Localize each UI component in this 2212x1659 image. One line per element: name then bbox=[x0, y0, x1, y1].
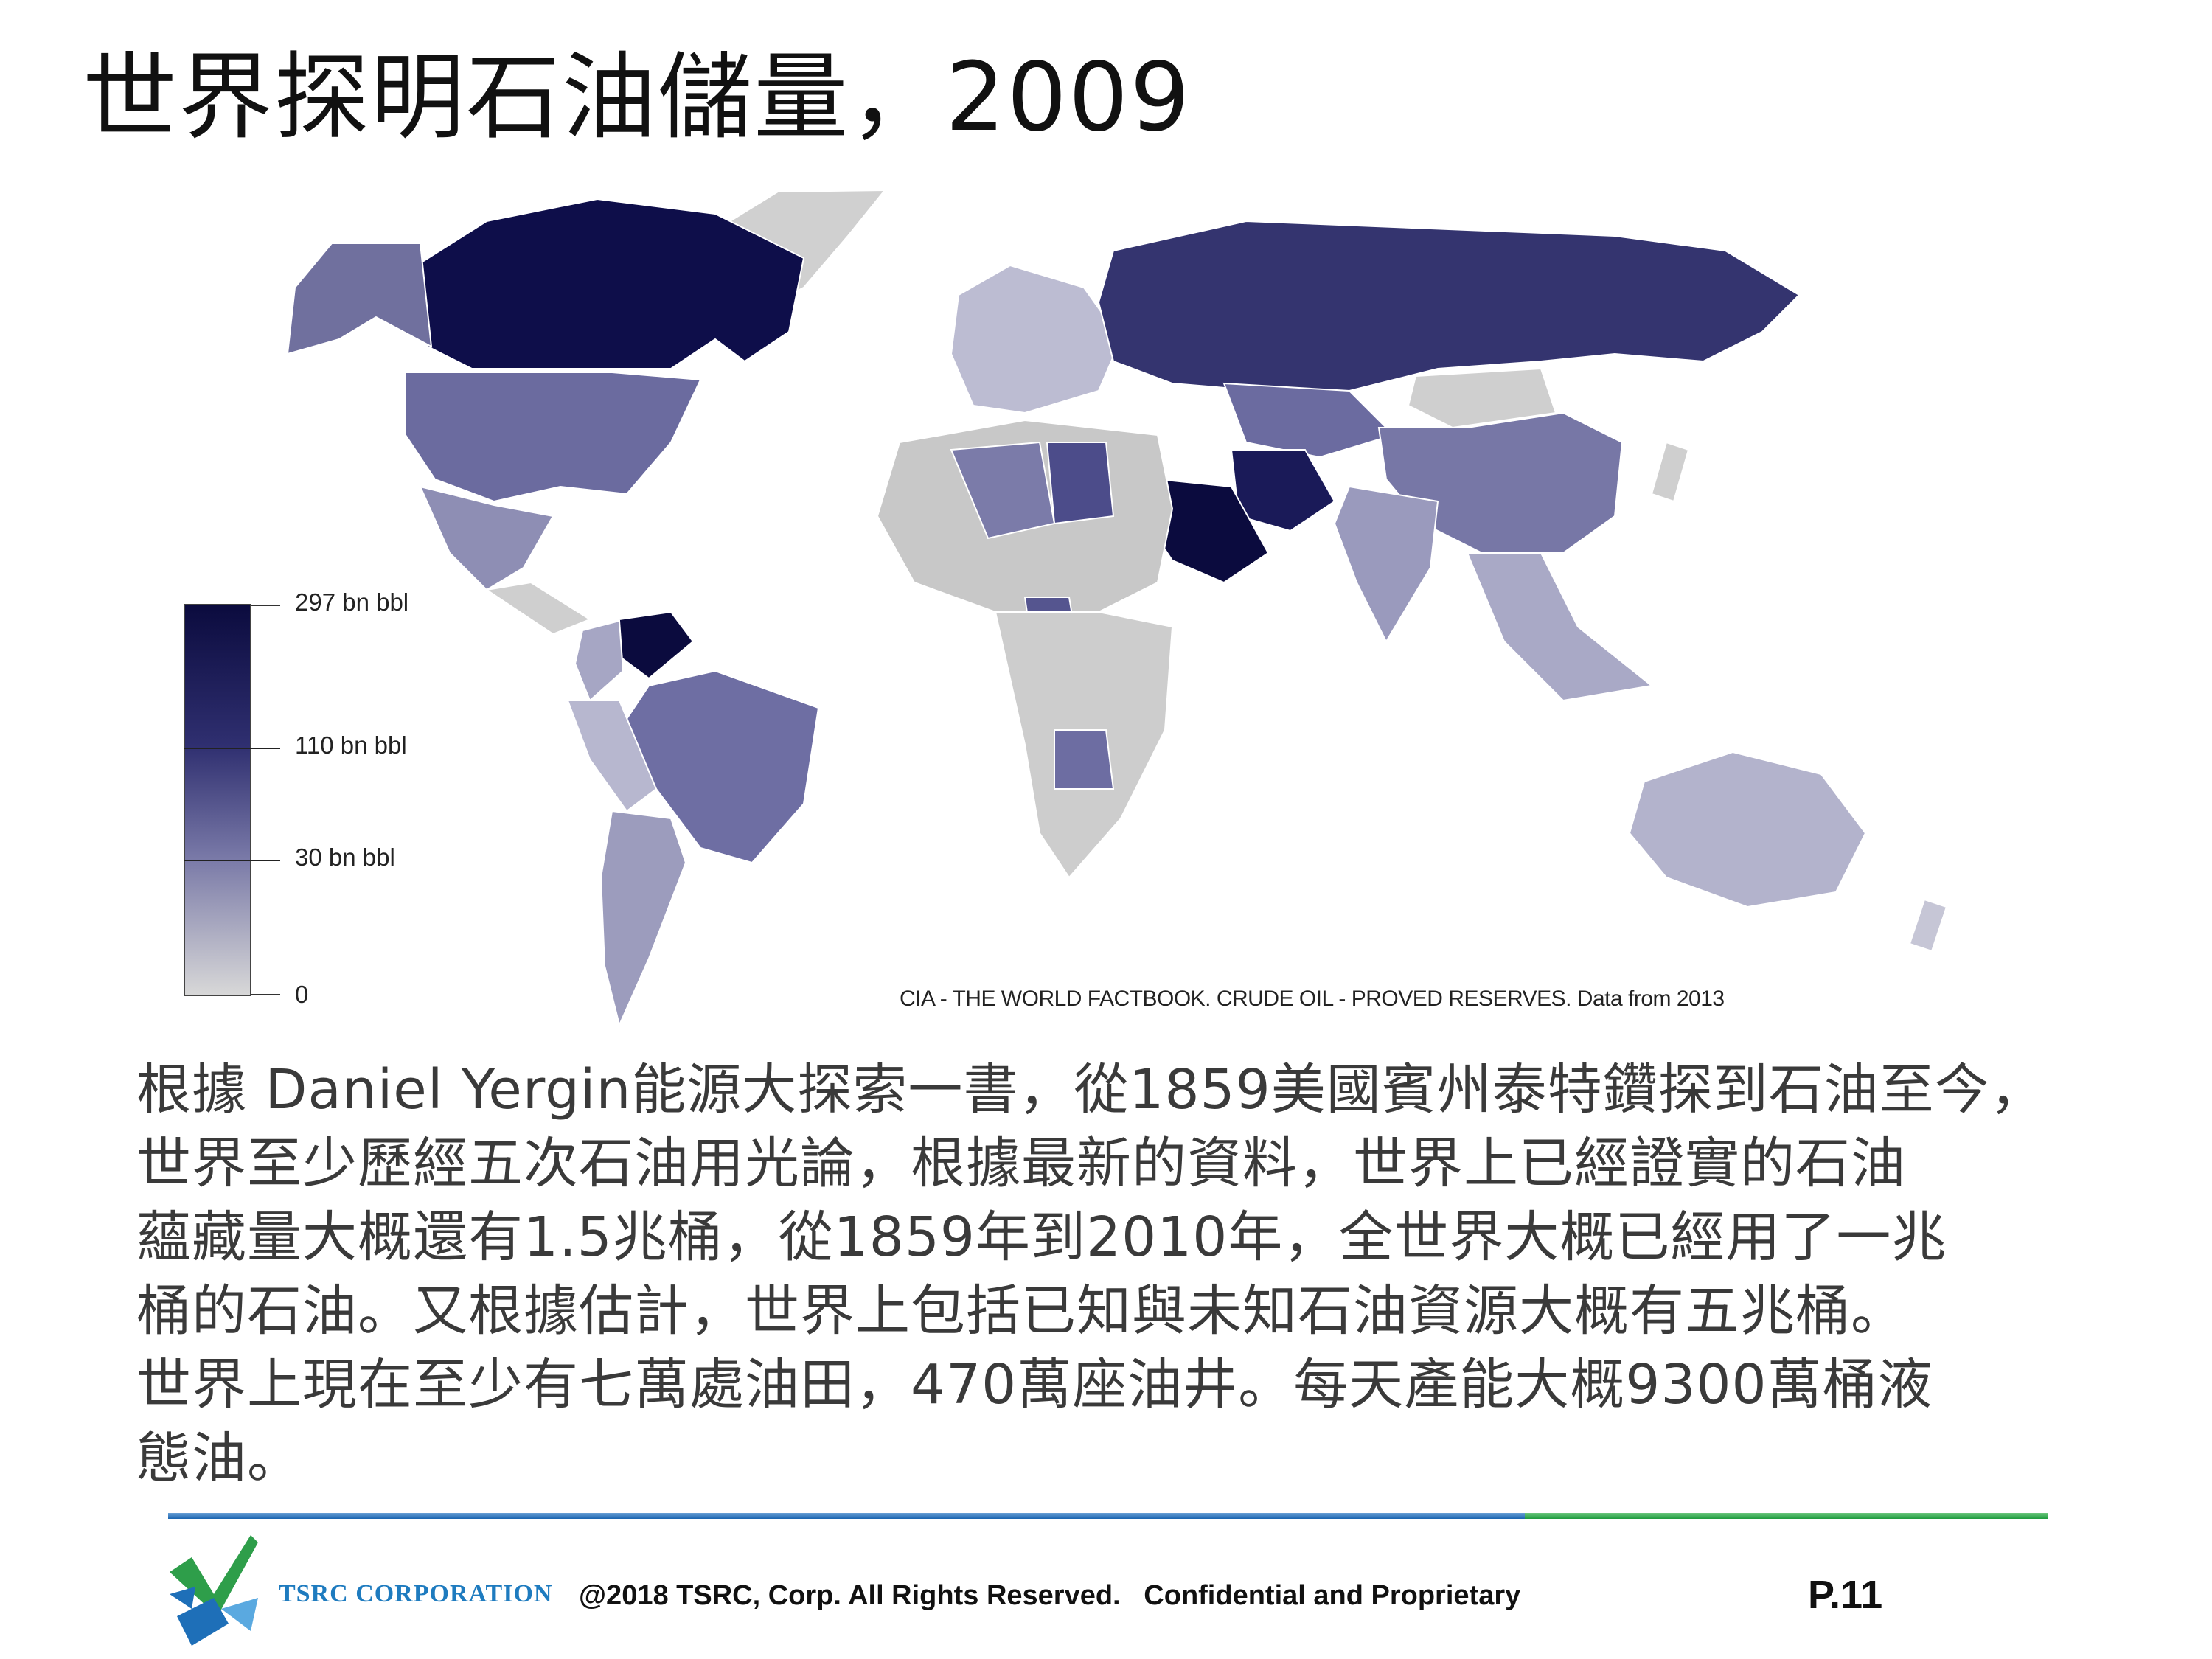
region-alaska bbox=[286, 243, 433, 355]
body-paragraph: 根據 Daniel Yergin能源大探索一書，從1859美國賓州泰特鑽探到石油… bbox=[136, 1053, 2186, 1495]
body-line: 根據 Daniel Yergin能源大探索一書，從1859美國賓州泰特鑽探到石油… bbox=[136, 1058, 2045, 1121]
region-argentina bbox=[599, 810, 687, 1025]
legend-label-110: 110 bn bbl bbox=[295, 731, 407, 759]
body-line: 桶的石油。又根據估計，世界上包括已知與未知石油資源大概有五兆桶。 bbox=[136, 1279, 1906, 1343]
region-new-zealand bbox=[1908, 898, 1948, 953]
region-libya bbox=[1046, 442, 1115, 525]
footer-divider bbox=[168, 1513, 2048, 1520]
body-line: 世界上現在至少有七萬處油田，470萬座油井。每天產能大概9300萬桶液 bbox=[136, 1353, 1933, 1416]
legend-label-max: 297 bn bbl bbox=[295, 588, 409, 616]
tsrc-logo-icon bbox=[170, 1535, 258, 1646]
region-angola bbox=[1054, 729, 1115, 790]
region-peru bbox=[566, 700, 658, 813]
slide-title: 世界探明石油儲量，2009 bbox=[83, 43, 1192, 153]
choropleth-map bbox=[184, 189, 1948, 1025]
region-japan bbox=[1650, 441, 1690, 503]
body-line: 蘊藏量大概還有1.5兆桶，從1859年到2010年，全世界大概已經用了一兆 bbox=[136, 1206, 1947, 1269]
footer-divider-green bbox=[1525, 1513, 2048, 1519]
region-canada bbox=[415, 198, 805, 369]
copyright-notice: @2018 TSRC, Corp. All Rights Reserved. C… bbox=[579, 1580, 1521, 1611]
region-southeast-asia bbox=[1466, 552, 1654, 702]
company-name: TSRC CORPORATION bbox=[279, 1580, 553, 1607]
region-colombia bbox=[574, 619, 625, 702]
world-oil-reserves-map: 297 bn bbl 110 bn bbl 30 bn bbl 0 bbox=[140, 170, 2160, 1025]
region-russia bbox=[1097, 220, 1801, 392]
region-india bbox=[1333, 485, 1439, 644]
region-venezuela bbox=[619, 611, 695, 680]
region-usa bbox=[405, 372, 702, 503]
page-number: P.11 bbox=[1808, 1573, 1883, 1617]
legend-colorbar bbox=[184, 604, 251, 996]
body-line: 態油。 bbox=[136, 1427, 302, 1490]
region-mongolia bbox=[1407, 367, 1557, 429]
region-central-america bbox=[484, 581, 592, 636]
footer-divider-blue bbox=[168, 1513, 1525, 1519]
region-mexico bbox=[419, 485, 554, 591]
region-kazakhstan bbox=[1222, 382, 1395, 459]
map-source-caption: CIA - THE WORLD FACTBOOK. CRUDE OIL - PR… bbox=[900, 987, 1725, 1011]
region-algeria bbox=[950, 441, 1056, 540]
region-europe bbox=[950, 264, 1122, 414]
region-australia bbox=[1628, 751, 1867, 908]
legend-label-zero: 0 bbox=[295, 981, 309, 1008]
legend-label-30: 30 bn bbl bbox=[295, 844, 395, 871]
body-line: 世界至少歷經五次石油用光論，根據最新的資料，世界上已經證實的石油 bbox=[136, 1132, 1906, 1195]
